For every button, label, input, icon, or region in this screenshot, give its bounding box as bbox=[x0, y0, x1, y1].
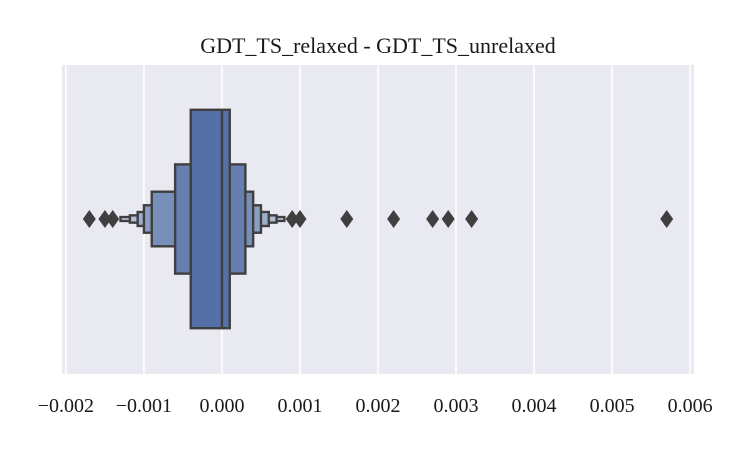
x-tick-label: 0.000 bbox=[199, 395, 244, 417]
outlier-point bbox=[441, 210, 455, 228]
boxen-levels bbox=[119, 108, 286, 330]
outlier-point bbox=[82, 210, 96, 228]
outlier-point bbox=[465, 210, 479, 228]
x-tick-labels: −0.002 −0.001 0.000 0.001 0.002 0.003 0.004 0.0… bbox=[38, 395, 713, 417]
outlier-point bbox=[387, 210, 401, 228]
outlier-point bbox=[426, 210, 440, 228]
x-tick-label: 0.004 bbox=[512, 395, 557, 417]
chart-title: GDT_TS_relaxed - GDT_TS_unrelaxed bbox=[200, 33, 556, 58]
outlier-point bbox=[98, 210, 112, 228]
x-tick-label: 0.006 bbox=[668, 395, 713, 417]
x-tick-label: 0.001 bbox=[277, 395, 322, 417]
x-tick-label: 0.002 bbox=[356, 395, 401, 417]
boxen-level-1 bbox=[189, 108, 231, 330]
outlier-point bbox=[340, 210, 354, 228]
outliers bbox=[82, 210, 674, 228]
x-tick-label: −0.002 bbox=[38, 395, 94, 417]
x-tick-label: 0.005 bbox=[590, 395, 635, 417]
outlier-point bbox=[293, 210, 307, 228]
outlier-point bbox=[660, 210, 674, 228]
x-tick-label: −0.001 bbox=[116, 395, 172, 417]
outlier-point bbox=[285, 210, 299, 228]
outlier-point bbox=[106, 210, 120, 228]
x-tick-label: 0.003 bbox=[434, 395, 479, 417]
